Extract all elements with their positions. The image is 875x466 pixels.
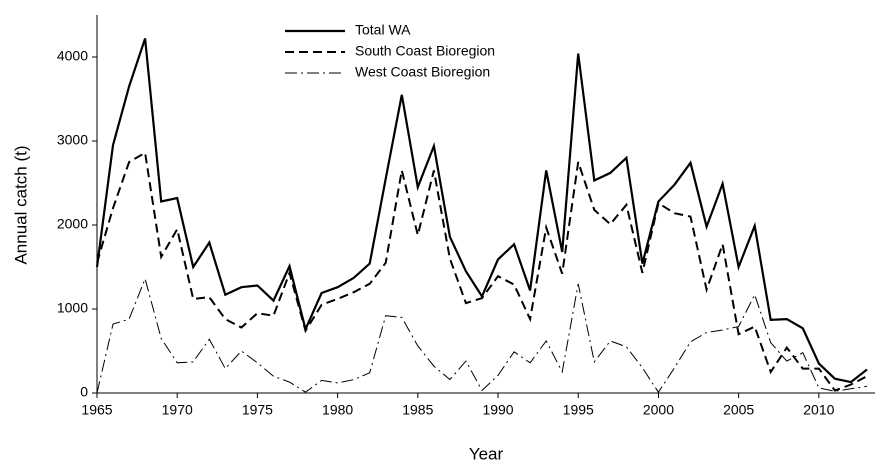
y-tick-label: 1000 [57,300,88,316]
x-tick-label: 1975 [242,402,273,418]
series-line [96,151,868,392]
series-line [96,277,868,394]
legend-label: Total WA [355,22,411,38]
x-tick-label: 2010 [803,402,834,418]
x-tick-label: 1990 [482,402,513,418]
x-tick-label: 1965 [81,402,112,418]
y-axis-label: Annual catch (t) [11,145,30,264]
series-line [95,38,868,384]
x-tick-label: 1970 [162,402,193,418]
y-tick-label: 0 [80,384,88,400]
legend-label: South Coast Bioregion [355,43,495,59]
y-tick-label: 2000 [57,216,88,232]
legend-label: West Coast Bioregion [355,64,490,80]
y-tick-label: 3000 [57,132,88,148]
x-tick-label: 1980 [322,402,353,418]
x-tick-label: 2000 [643,402,674,418]
x-tick-label: 1985 [402,402,433,418]
x-tick-label: 2005 [723,402,754,418]
x-axis-label: Year [469,444,504,463]
x-tick-label: 1995 [563,402,594,418]
y-tick-label: 4000 [57,48,88,64]
